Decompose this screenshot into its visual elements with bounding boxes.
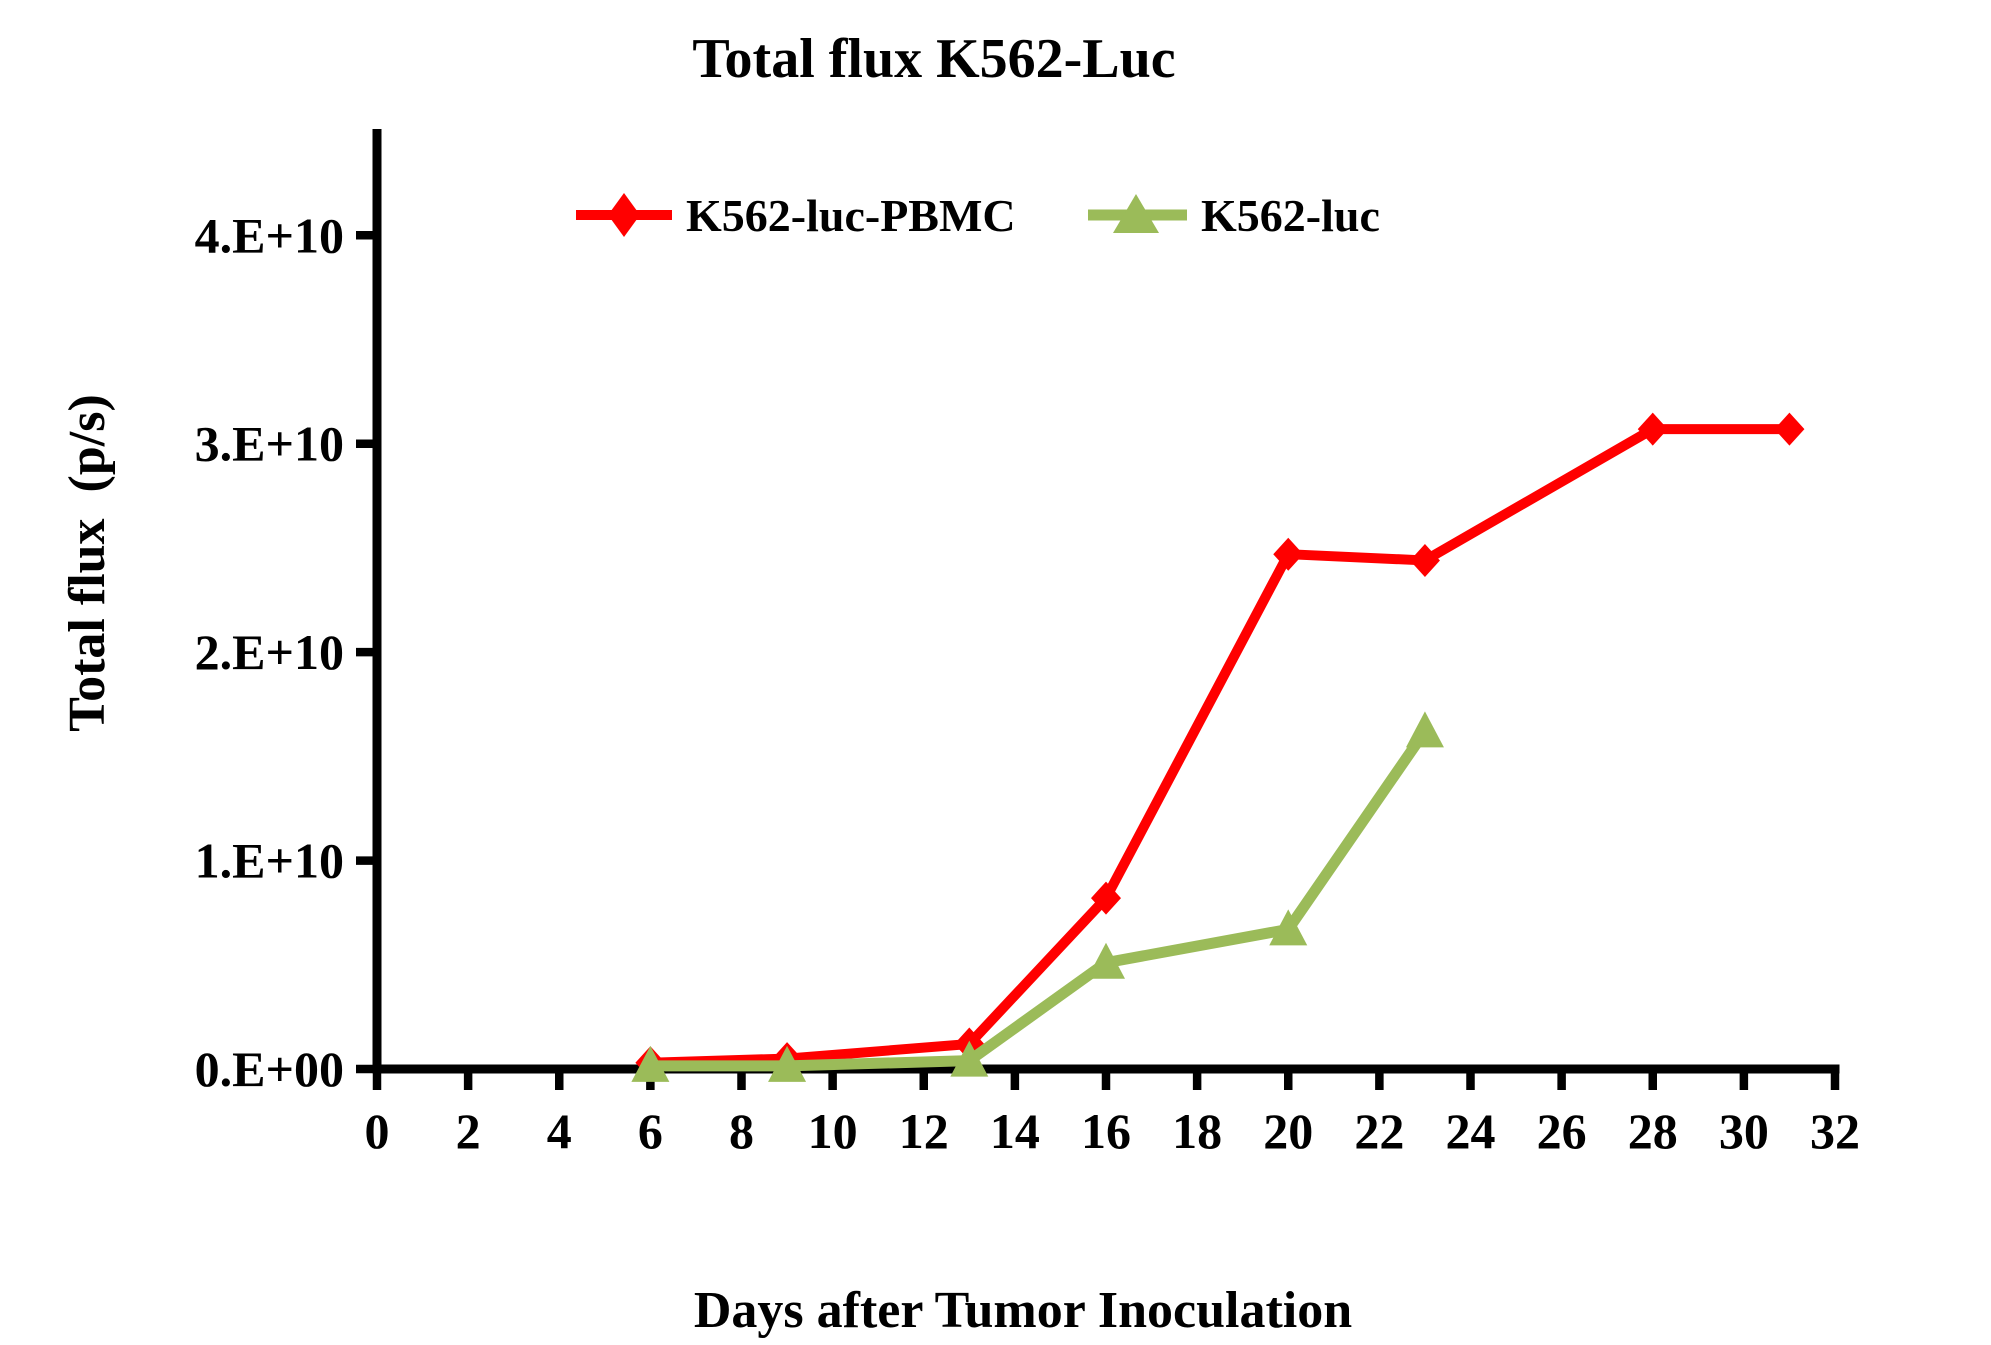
triangle-data-point-marker bbox=[1087, 942, 1125, 979]
x-tick-label: 24 bbox=[1446, 1103, 1496, 1159]
axes-layer: 0 2 4 6 8 10 12 14 16 18 20 22 24 26 28 30 320.E+001.E+1… bbox=[195, 129, 1860, 1159]
y-tick-label: 0.E+00 bbox=[195, 1041, 344, 1097]
x-tick-label: 32 bbox=[1810, 1103, 1860, 1159]
x-tick-label: 4 bbox=[547, 1103, 572, 1159]
x-tick-label: 6 bbox=[638, 1103, 663, 1159]
legend: K562-luc-PBMC K562-luc bbox=[576, 190, 1380, 241]
x-axis-title: Days after Tumor Inoculation bbox=[694, 1282, 1352, 1339]
legend-label-k562-luc-pbmc: K562-luc-PBMC bbox=[686, 190, 1016, 241]
legend-triangle-marker-icon bbox=[1113, 194, 1159, 233]
legend-item-k562-luc: K562-luc bbox=[1088, 190, 1380, 241]
y-axis-title: Total flux (p/s) bbox=[59, 394, 116, 732]
legend-label-k562-luc: K562-luc bbox=[1201, 190, 1380, 241]
x-tick-label: 16 bbox=[1081, 1103, 1131, 1159]
y-tick-label: 4.E+10 bbox=[195, 207, 344, 263]
legend-diamond-marker-icon bbox=[608, 193, 640, 237]
triangle-data-point-marker bbox=[1269, 909, 1308, 946]
x-tick-label: 20 bbox=[1263, 1103, 1313, 1159]
diamond-data-point-marker bbox=[1409, 543, 1440, 577]
x-tick-label: 12 bbox=[899, 1103, 949, 1159]
x-tick-label: 26 bbox=[1537, 1103, 1587, 1159]
triangle-data-point-marker bbox=[1405, 711, 1444, 748]
x-tick-label: 22 bbox=[1354, 1103, 1404, 1159]
x-tick-label: 8 bbox=[729, 1103, 754, 1159]
x-tick-label: 10 bbox=[808, 1103, 858, 1159]
y-tick-label: 2.E+10 bbox=[195, 624, 344, 680]
chart-title: Total flux K562-Luc bbox=[692, 28, 1175, 90]
series-line-k562-luc bbox=[644, 725, 1431, 1072]
triangle-data-point-marker bbox=[768, 1045, 807, 1082]
x-tick-label: 30 bbox=[1719, 1103, 1769, 1159]
series-line-k562-luc-pbmc bbox=[645, 424, 1795, 1068]
y-tick-label: 1.E+10 bbox=[195, 833, 344, 889]
triangle-data-point-marker bbox=[950, 1040, 989, 1077]
x-tick-label: 14 bbox=[990, 1103, 1040, 1159]
diamond-data-point-marker bbox=[1273, 537, 1304, 571]
legend-item-k562-luc-pbmc: K562-luc-PBMC bbox=[576, 190, 1016, 241]
x-tick-label: 0 bbox=[365, 1103, 390, 1159]
x-tick-label: 2 bbox=[456, 1103, 481, 1159]
diamond-data-point-marker bbox=[1637, 412, 1668, 446]
triangle-data-point-marker bbox=[631, 1045, 670, 1082]
diamond-data-point-marker bbox=[1774, 412, 1805, 446]
x-tick-label: 18 bbox=[1172, 1103, 1222, 1159]
diamond-data-point-marker bbox=[1091, 881, 1121, 915]
series-layer bbox=[631, 412, 1805, 1082]
x-tick-label: 28 bbox=[1628, 1103, 1678, 1159]
y-tick-label: 3.E+10 bbox=[195, 416, 344, 472]
